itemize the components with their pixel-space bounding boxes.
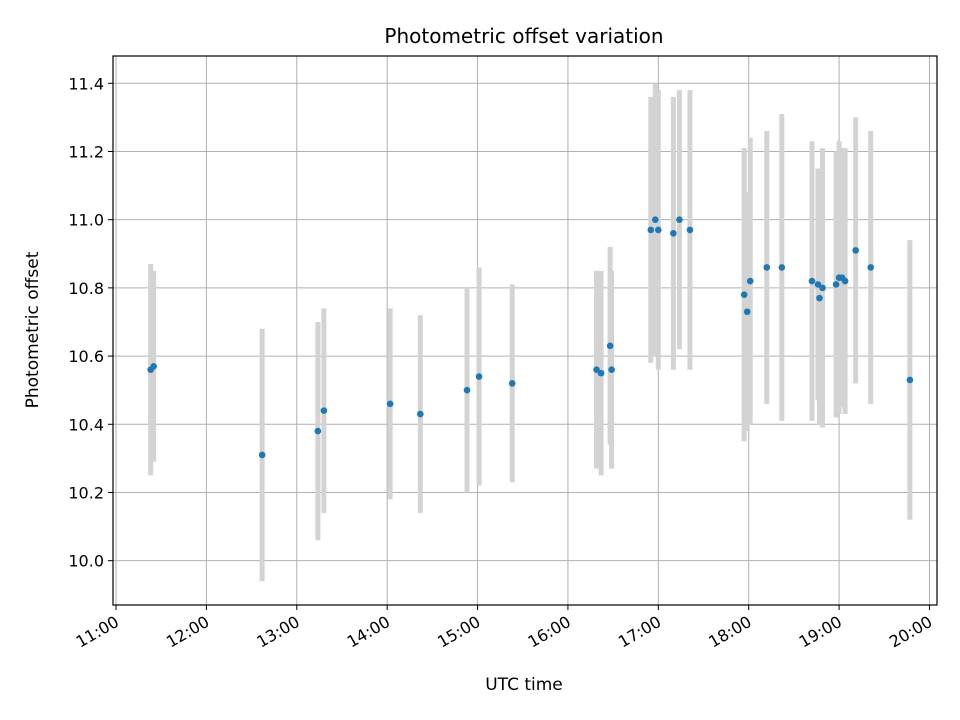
y-tick-label: 10.4 xyxy=(68,415,104,434)
x-tick-label: 16:00 xyxy=(525,612,574,652)
x-tick-label: 20:00 xyxy=(886,612,935,652)
data-point xyxy=(463,386,471,394)
data-point xyxy=(597,369,605,377)
y-tick-label: 11.2 xyxy=(68,142,104,161)
data-point xyxy=(670,230,677,237)
x-tick-label: 17:00 xyxy=(615,612,664,652)
y-tick-label: 10.2 xyxy=(68,483,104,502)
data-point xyxy=(814,281,822,288)
data-point xyxy=(808,277,816,285)
data-point xyxy=(686,226,694,234)
x-tick-label: 14:00 xyxy=(344,612,393,652)
data-point xyxy=(819,284,826,292)
data-point xyxy=(746,277,754,285)
data-point xyxy=(606,342,614,350)
x-tick-label: 15:00 xyxy=(434,612,483,652)
y-tick-label: 10.8 xyxy=(68,279,104,298)
data-point xyxy=(655,226,662,234)
data-point xyxy=(386,400,394,408)
data-point xyxy=(841,277,849,285)
data-point xyxy=(743,308,751,316)
data-point xyxy=(508,380,516,387)
data-point xyxy=(676,216,683,223)
x-axis-label: UTC time xyxy=(485,675,563,695)
data-point xyxy=(417,410,424,418)
x-tick-label: 18:00 xyxy=(705,612,754,652)
data-point xyxy=(906,376,914,384)
data-point xyxy=(867,264,875,271)
y-axis-label: Photometric offset xyxy=(23,251,43,408)
y-tick-label: 11.0 xyxy=(68,211,104,230)
y-tick-label: 11.4 xyxy=(68,74,104,93)
data-point xyxy=(150,363,157,370)
data-point xyxy=(652,216,659,223)
data-point xyxy=(258,451,266,459)
data-point xyxy=(593,366,600,374)
data-point xyxy=(763,264,771,271)
data-point xyxy=(320,407,328,414)
data-points xyxy=(147,216,914,459)
data-point xyxy=(608,366,615,374)
grid-lines xyxy=(113,56,937,605)
x-tick-label: 12:00 xyxy=(163,612,212,652)
y-tick-label: 10.6 xyxy=(68,347,104,366)
data-point xyxy=(832,281,840,288)
error-bars xyxy=(148,83,913,582)
data-point xyxy=(852,247,859,254)
y-axis-ticks: 10.0 10.2 10.4 10.6 10.8 11.0 11.2 11.4 xyxy=(68,74,113,571)
x-tick-label: 11:00 xyxy=(73,612,122,652)
data-point xyxy=(647,226,655,234)
x-tick-label: 13:00 xyxy=(253,612,302,652)
x-tick-label: 19:00 xyxy=(796,612,845,652)
x-axis-ticks: 11:00 12:00 13:00 14:00 15:00 16:00 17:00 18:00… xyxy=(73,605,935,652)
data-point xyxy=(740,291,748,298)
data-point xyxy=(816,294,823,302)
chart-title: Photometric offset variation xyxy=(384,24,663,48)
data-point xyxy=(314,427,322,435)
data-point xyxy=(475,373,483,380)
y-tick-label: 10.0 xyxy=(68,552,104,571)
plot-frame xyxy=(112,55,938,606)
data-point xyxy=(778,264,786,271)
